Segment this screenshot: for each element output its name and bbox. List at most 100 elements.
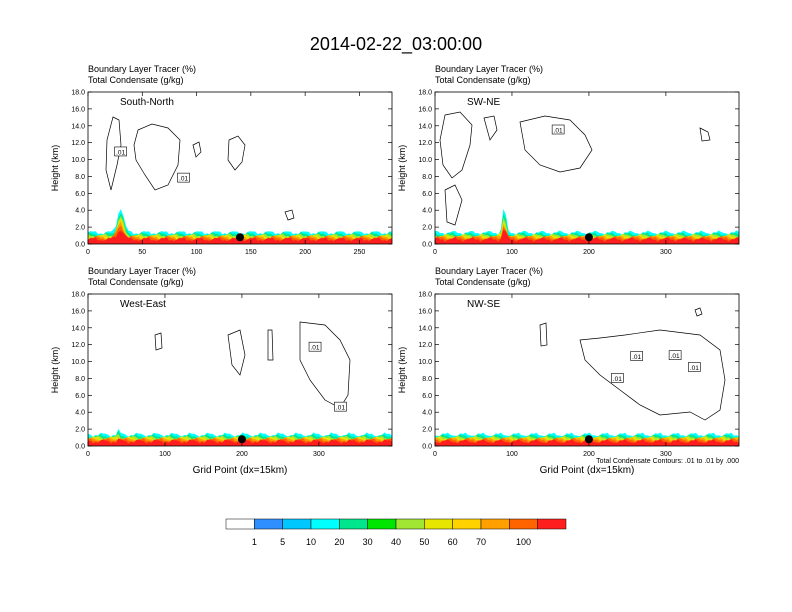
- y-tick-label: 10.0: [418, 359, 432, 366]
- x-tick-label: 200: [299, 249, 311, 256]
- condensate-contour-1: [105, 116, 122, 191]
- contour-label-box-2: [334, 401, 347, 412]
- colorbar-label-1: 1: [252, 537, 257, 547]
- panel-label: NW-SE: [467, 299, 500, 310]
- y-tick-label: 18.0: [418, 292, 432, 299]
- panel-title-line1: Boundary Layer Tracer (%): [88, 266, 196, 276]
- colorbar-swatch-10: [480, 518, 510, 530]
- contour-label-box-1: [308, 341, 322, 352]
- contour-label-2: .01: [671, 353, 680, 360]
- colorbar-label-8: 60: [448, 537, 458, 547]
- panel-2: Boundary Layer Tracer (%)Total Condensat…: [397, 64, 740, 256]
- y-tick-label: 2.0: [75, 427, 85, 434]
- x-tick-label: 50: [138, 249, 146, 256]
- x-tick-label: 300: [660, 451, 672, 458]
- panels: Boundary Layer Tracer (%)Total Condensat…: [50, 64, 740, 476]
- x-tick-label: 100: [159, 451, 171, 458]
- y-tick-label: 12.0: [418, 140, 432, 147]
- panel-label: SW-NE: [467, 97, 500, 108]
- colorbar-swatch-2: [254, 518, 283, 530]
- location-marker: [236, 233, 244, 242]
- colorbar-swatch-4: [310, 518, 340, 530]
- y-tick-label: 0.0: [422, 444, 432, 451]
- condensate-contour-4: [192, 141, 202, 158]
- contour-label-1: .01: [632, 354, 641, 361]
- x-tick-label: 250: [354, 249, 366, 256]
- y-tick-label: 8.0: [422, 174, 432, 181]
- colorbar-label-6: 40: [391, 537, 401, 547]
- condensate-contour-2: [299, 321, 351, 409]
- y-tick-label: 4.0: [422, 410, 432, 417]
- colorbar-swatch-6: [367, 518, 397, 530]
- contour-label-box-2: [177, 172, 190, 183]
- y-tick-label: 8.0: [422, 376, 432, 383]
- colorbar-swatch-8: [424, 518, 453, 530]
- panel-title-line2: Total Condensate (g/kg): [88, 277, 184, 287]
- contour-label-2: .01: [179, 176, 188, 183]
- plot-frame: [87, 293, 393, 447]
- y-axis-label: Height (km): [50, 347, 60, 394]
- colorbar-swatch-5: [339, 518, 368, 530]
- x-tick-label: 0: [433, 451, 437, 458]
- x-tick-label: 100: [506, 451, 518, 458]
- panel-title-line2: Total Condensate (g/kg): [435, 75, 531, 85]
- x-tick-label: 300: [660, 249, 672, 256]
- plot-frame: [434, 91, 740, 245]
- contour-label-box-3: [611, 373, 624, 383]
- x-tick-label: 200: [236, 451, 248, 458]
- y-tick-label: 18.0: [71, 292, 85, 299]
- condensate-contour-3: [154, 332, 163, 351]
- x-tick-label: 200: [583, 451, 595, 458]
- y-tick-label: 14.0: [71, 123, 85, 130]
- y-tick-label: 4.0: [75, 410, 85, 417]
- condensate-contour-2: [539, 322, 548, 347]
- colorbar-label-7: 50: [419, 537, 429, 547]
- panel-1: Boundary Layer Tracer (%)Total Condensat…: [50, 64, 393, 256]
- condensate-contours: [105, 116, 295, 221]
- contour-label-box-1: [551, 124, 565, 135]
- colorbar-label-5: 30: [363, 537, 373, 547]
- panel-label: South-North: [120, 97, 174, 108]
- condensate-contour-5: [284, 209, 295, 221]
- y-tick-label: 12.0: [71, 342, 85, 349]
- contour-label-3: .01: [613, 376, 622, 383]
- location-marker: [584, 233, 593, 242]
- y-tick-label: 12.0: [418, 342, 432, 349]
- y-tick-label: 18.0: [418, 90, 432, 97]
- contour-label-box-1: [630, 351, 643, 361]
- colorbar-label-10: 100: [516, 537, 531, 547]
- condensate-contour-5: [444, 184, 463, 226]
- y-tick-label: 4.0: [75, 208, 85, 215]
- x-tick-label: 300: [313, 451, 325, 458]
- y-tick-label: 16.0: [71, 308, 85, 315]
- condensate-contour-3: [483, 115, 498, 141]
- y-tick-label: 10.0: [418, 157, 432, 164]
- y-tick-label: 6.0: [422, 393, 432, 400]
- panel-3: Boundary Layer Tracer (%)Total Condensat…: [50, 266, 393, 476]
- y-axis-label: Height (km): [397, 347, 407, 394]
- y-tick-label: 16.0: [418, 106, 432, 113]
- panel-4: Boundary Layer Tracer (%)Total Condensat…: [397, 266, 740, 476]
- colorbar-label-2: 5: [280, 537, 285, 547]
- y-tick-label: 16.0: [418, 308, 432, 315]
- colorbar-label-3: 10: [306, 537, 316, 547]
- condensate-contour-3: [694, 307, 703, 317]
- plot-frame: [87, 91, 393, 245]
- contour-label-box-2: [668, 350, 682, 360]
- condensate-contour-4: [699, 127, 711, 142]
- panel-title-line2: Total Condensate (g/kg): [435, 277, 531, 287]
- x-tick-label: 100: [506, 249, 518, 256]
- y-tick-label: 10.0: [71, 157, 85, 164]
- panel-title-line1: Boundary Layer Tracer (%): [435, 64, 543, 74]
- y-tick-label: 10.0: [71, 359, 85, 366]
- x-axis-label: Grid Point (dx=15km): [540, 465, 635, 476]
- contour-label-1: .01: [311, 345, 320, 352]
- y-tick-label: 14.0: [418, 325, 432, 332]
- y-tick-label: 0.0: [422, 242, 432, 249]
- x-tick-label: 150: [245, 249, 257, 256]
- y-tick-label: 4.0: [422, 208, 432, 215]
- y-tick-label: 6.0: [75, 191, 85, 198]
- panel-title-line1: Boundary Layer Tracer (%): [88, 64, 196, 74]
- y-tick-label: 14.0: [418, 123, 432, 130]
